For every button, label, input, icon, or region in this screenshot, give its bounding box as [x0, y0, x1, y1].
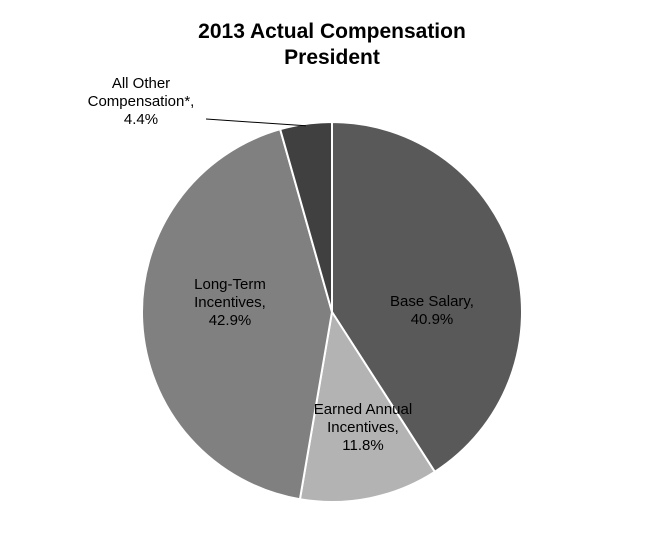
slice-label-base-salary: Base Salary, 40.9%: [390, 293, 474, 328]
slice-label-earned-annual-incentives: Earned Annual Incentives, 11.8%: [314, 401, 412, 454]
pie-slice-long-term-incentives: [141, 127, 334, 501]
pie-slice-all-other-compensation: [278, 120, 333, 313]
slice-label-line: Long-Term: [194, 276, 266, 293]
slice-label-line: 4.4%: [124, 111, 158, 128]
leader-line: [205, 118, 306, 127]
slice-label-long-term-incentives: Long-Term Incentives, 42.9%: [194, 276, 266, 329]
slice-label-line: All Other: [112, 75, 170, 92]
slice-label-line: Base Salary,: [390, 293, 474, 310]
chart-title: 2013 Actual Compensation: [198, 20, 466, 43]
slice-label-line: Earned Annual: [314, 401, 412, 418]
slice-label-line: 40.9%: [411, 311, 454, 328]
slice-label-line: Incentives,: [327, 419, 399, 436]
slice-label-line: 42.9%: [209, 312, 252, 329]
pie-labels: Base Salary, 40.9%Earned Annual Incentives…: [88, 75, 474, 454]
pie-slices: [141, 120, 523, 503]
slice-label-line: Incentives,: [194, 294, 266, 311]
slice-label-all-other-compensation: All Other Compensation*, 4.4%: [88, 75, 195, 128]
slice-label-line: Compensation*,: [88, 93, 195, 110]
slice-label-line: 11.8%: [342, 437, 383, 454]
chart-subtitle: President: [284, 46, 380, 69]
pie-slice-earned-annual-incentives: [298, 309, 437, 503]
